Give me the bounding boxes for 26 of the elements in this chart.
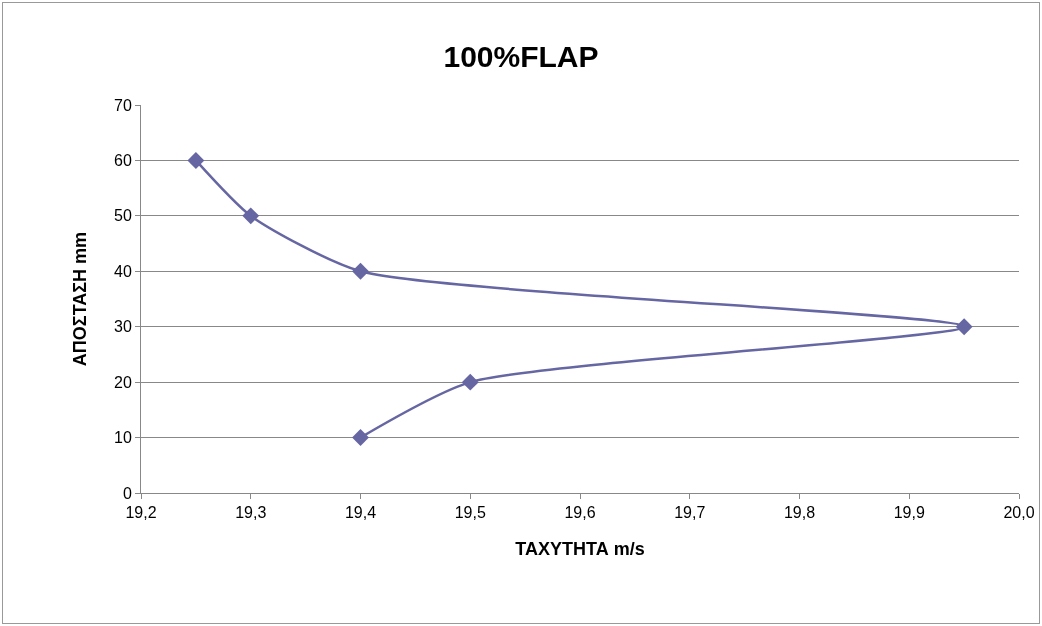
x-tick-label: 19,3 [235,504,267,522]
y-tick-label: 0 [122,484,132,502]
point [955,318,973,336]
x-tick-label: 19,5 [454,504,486,522]
point [187,151,205,169]
point [461,373,479,391]
point [352,262,369,280]
x-tick-label: 19,8 [783,504,816,522]
x-tick-label: 20,0 [1003,504,1035,522]
y-tick-label: 70 [114,96,132,114]
chart-title: 100%FLAP [443,40,599,74]
y-tick-label: 40 [114,262,132,280]
y-tick-label: 60 [114,152,132,170]
y-tick-label: 20 [114,373,132,391]
point [242,207,260,225]
x-tick-label: 19,6 [564,504,596,522]
x-tick-label: 19,2 [125,504,157,522]
x-tick-label: 19,4 [344,504,377,522]
y-axis-title: ΑΠΟΣΤΑΣΗ mm [70,231,91,367]
y-tick-label: 10 [114,429,132,447]
y-tick-label: 30 [114,318,132,336]
x-axis-title: ΤΑΧΥΤΗΤΑ m/s [515,539,645,560]
y-tick-label: 50 [114,207,132,225]
x-tick-label: 19,9 [893,504,925,522]
x-tick-label: 19,7 [674,504,706,522]
point [352,429,369,447]
